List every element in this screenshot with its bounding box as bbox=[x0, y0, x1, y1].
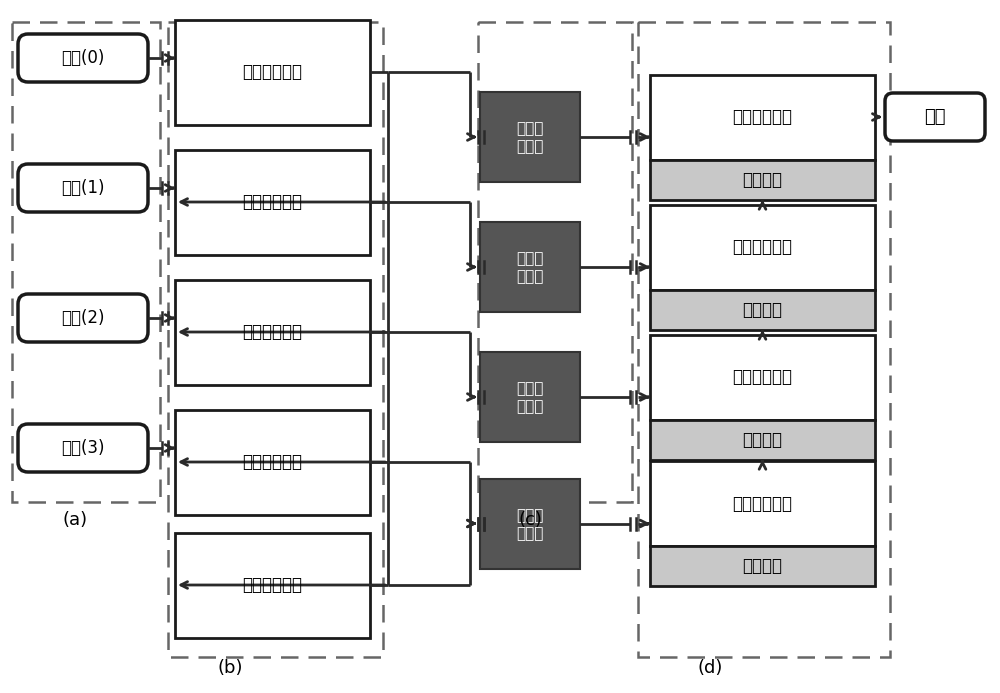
FancyBboxPatch shape bbox=[175, 532, 370, 638]
FancyBboxPatch shape bbox=[175, 19, 370, 125]
Text: 差分放: 差分放 bbox=[516, 382, 544, 396]
Text: 输入(0): 输入(0) bbox=[61, 49, 105, 67]
Text: 输出: 输出 bbox=[924, 108, 946, 126]
Text: (b): (b) bbox=[217, 659, 243, 677]
FancyBboxPatch shape bbox=[480, 352, 580, 442]
FancyBboxPatch shape bbox=[885, 93, 985, 141]
FancyBboxPatch shape bbox=[650, 461, 875, 546]
FancyBboxPatch shape bbox=[18, 34, 148, 82]
FancyBboxPatch shape bbox=[480, 478, 580, 568]
Text: 残差卷积单元: 残差卷积单元 bbox=[242, 63, 302, 81]
Text: 差分放: 差分放 bbox=[516, 252, 544, 267]
FancyBboxPatch shape bbox=[650, 335, 875, 419]
FancyBboxPatch shape bbox=[175, 410, 370, 514]
FancyBboxPatch shape bbox=[480, 222, 580, 312]
Bar bbox=[478, 22, 632, 502]
Text: 注意力门: 注意力门 bbox=[742, 301, 782, 319]
Text: 残差卷积单元: 残差卷积单元 bbox=[732, 495, 792, 513]
Text: 大模块: 大模块 bbox=[516, 139, 544, 155]
FancyBboxPatch shape bbox=[175, 279, 370, 385]
Text: 输入(3): 输入(3) bbox=[61, 439, 105, 457]
Text: 残差卷积单元: 残差卷积单元 bbox=[732, 238, 792, 256]
Text: (d): (d) bbox=[697, 659, 723, 677]
Text: 差分放: 差分放 bbox=[516, 121, 544, 137]
Text: 注意力门: 注意力门 bbox=[742, 557, 782, 575]
Text: 残差卷积单元: 残差卷积单元 bbox=[242, 453, 302, 471]
Text: 残差卷积单元: 残差卷积单元 bbox=[732, 368, 792, 386]
FancyBboxPatch shape bbox=[650, 419, 875, 459]
FancyBboxPatch shape bbox=[175, 150, 370, 254]
Text: 大模块: 大模块 bbox=[516, 399, 544, 414]
Text: (a): (a) bbox=[62, 511, 88, 529]
Text: 残差卷积单元: 残差卷积单元 bbox=[242, 323, 302, 341]
Text: 差分放: 差分放 bbox=[516, 508, 544, 523]
FancyBboxPatch shape bbox=[650, 159, 875, 200]
Text: 残差卷积单元: 残差卷积单元 bbox=[242, 576, 302, 594]
FancyBboxPatch shape bbox=[650, 290, 875, 329]
FancyBboxPatch shape bbox=[18, 294, 148, 342]
Text: 注意力门: 注意力门 bbox=[742, 170, 782, 188]
Text: 输入(1): 输入(1) bbox=[61, 179, 105, 197]
FancyBboxPatch shape bbox=[18, 164, 148, 212]
Text: 残差卷积单元: 残差卷积单元 bbox=[732, 108, 792, 126]
Text: 输入(2): 输入(2) bbox=[61, 309, 105, 327]
Bar bbox=[168, 22, 383, 657]
Bar bbox=[638, 22, 890, 657]
Text: 大模块: 大模块 bbox=[516, 526, 544, 541]
FancyBboxPatch shape bbox=[480, 92, 580, 182]
FancyBboxPatch shape bbox=[650, 75, 875, 159]
Text: (c): (c) bbox=[518, 511, 542, 529]
Text: 残差卷积单元: 残差卷积单元 bbox=[242, 193, 302, 211]
FancyBboxPatch shape bbox=[650, 546, 875, 586]
Text: 注意力门: 注意力门 bbox=[742, 430, 782, 448]
Text: 大模块: 大模块 bbox=[516, 270, 544, 285]
FancyBboxPatch shape bbox=[18, 424, 148, 472]
FancyBboxPatch shape bbox=[650, 204, 875, 290]
Bar bbox=[12, 22, 160, 502]
